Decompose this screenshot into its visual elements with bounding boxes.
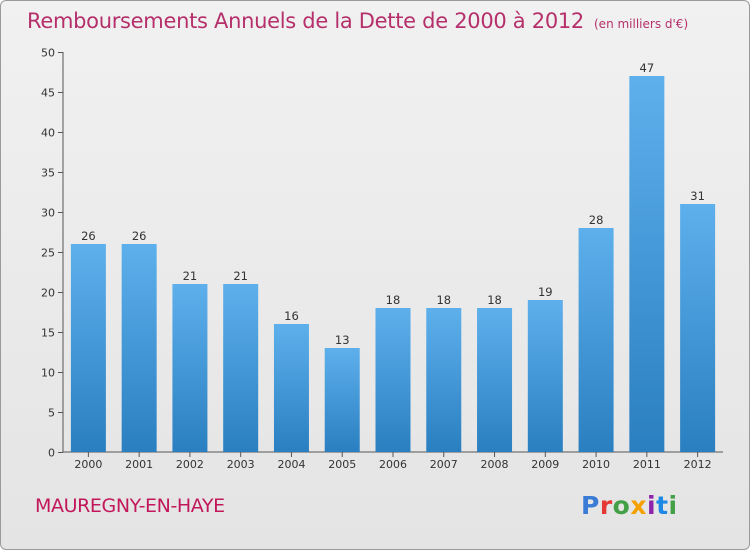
logo-letter: r bbox=[599, 491, 613, 520]
logo-letter: P bbox=[581, 491, 600, 520]
x-tick-label: 2003 bbox=[227, 458, 255, 471]
place-name: MAUREGNY-EN-HAYE bbox=[35, 495, 225, 517]
x-tick-label: 2002 bbox=[176, 458, 204, 471]
y-tick-label: 20 bbox=[41, 287, 55, 300]
y-tick-label: 30 bbox=[41, 207, 55, 220]
bar bbox=[223, 284, 259, 452]
data-label: 18 bbox=[487, 293, 502, 307]
data-label: 13 bbox=[335, 333, 350, 347]
data-label: 16 bbox=[284, 309, 299, 323]
bar bbox=[324, 348, 360, 452]
data-label: 28 bbox=[589, 213, 604, 227]
unit-note: (en milliers d'€) bbox=[594, 17, 689, 31]
axes: 0 5 10 15 20 25 30 35 40 45 50 2000 2001 2002 2003 2004… bbox=[41, 47, 723, 471]
logo-letter: t bbox=[656, 491, 669, 520]
x-tick-label: 2009 bbox=[531, 458, 559, 471]
bar bbox=[578, 228, 614, 452]
bar bbox=[527, 300, 563, 452]
x-tick-label: 2012 bbox=[684, 458, 712, 471]
bar bbox=[477, 308, 513, 452]
data-label: 31 bbox=[690, 189, 705, 203]
x-tick-label: 2011 bbox=[633, 458, 661, 471]
value-labels: 26 26 21 21 16 13 18 18 18 19 28 47 31 bbox=[81, 61, 705, 347]
bar bbox=[172, 284, 208, 452]
data-label: 26 bbox=[132, 229, 147, 243]
x-tick-label: 2004 bbox=[277, 458, 305, 471]
data-label: 18 bbox=[436, 293, 451, 307]
bar bbox=[426, 308, 462, 452]
data-label: 21 bbox=[233, 269, 248, 283]
bar bbox=[680, 204, 716, 452]
y-tick-label: 25 bbox=[41, 247, 55, 260]
data-label: 26 bbox=[81, 229, 96, 243]
bar bbox=[121, 244, 157, 452]
y-tick-label: 50 bbox=[41, 47, 55, 60]
y-tick-label: 15 bbox=[41, 327, 55, 340]
logo-letter: o bbox=[612, 491, 631, 520]
x-tick-label: 2010 bbox=[582, 458, 610, 471]
data-label: 21 bbox=[183, 269, 198, 283]
data-label: 18 bbox=[386, 293, 401, 307]
bar bbox=[273, 324, 309, 452]
y-tick-label: 5 bbox=[48, 407, 55, 420]
y-tick-label: 10 bbox=[41, 367, 55, 380]
bar bbox=[70, 244, 106, 452]
logo-letter: x bbox=[630, 491, 647, 520]
chart-title: Remboursements Annuels de la Dette de 20… bbox=[27, 9, 689, 33]
x-tick-label: 2000 bbox=[74, 458, 102, 471]
y-tick-label: 45 bbox=[41, 87, 55, 100]
x-tick-label: 2001 bbox=[125, 458, 153, 471]
bars bbox=[70, 76, 716, 452]
bar bbox=[375, 308, 411, 452]
logo-letter: i bbox=[668, 491, 678, 520]
x-tick-label: 2007 bbox=[430, 458, 458, 471]
data-label: 47 bbox=[640, 61, 655, 75]
x-tick-label: 2006 bbox=[379, 458, 407, 471]
y-tick-label: 35 bbox=[41, 167, 55, 180]
y-tick-label: 0 bbox=[48, 447, 55, 460]
bar bbox=[629, 76, 665, 452]
y-tick-label: 40 bbox=[41, 127, 55, 140]
x-tick-label: 2008 bbox=[481, 458, 509, 471]
logo-letter: i bbox=[647, 491, 657, 520]
proxiti-logo: Proxiti bbox=[581, 491, 678, 520]
data-label: 19 bbox=[538, 285, 553, 299]
x-tick-label: 2005 bbox=[328, 458, 356, 471]
